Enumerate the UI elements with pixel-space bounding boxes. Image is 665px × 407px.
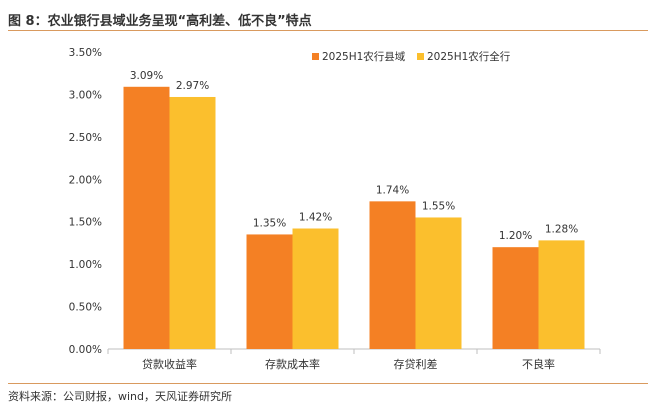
data-label: 2.97% — [176, 80, 209, 92]
y-tick-label: 3.00% — [69, 89, 102, 101]
y-tick-label: 0.50% — [69, 302, 102, 314]
legend-swatch-2 — [417, 53, 424, 60]
legend-label: 2025H1农行全行 — [427, 50, 511, 63]
bar-county-2 — [246, 234, 293, 349]
bar-bank-3 — [415, 217, 462, 349]
x-tick-label: 贷款收益率 — [142, 357, 197, 371]
x-tick-label: 存贷利差 — [394, 357, 438, 371]
data-label: 1.35% — [253, 217, 286, 229]
bar-county-4 — [492, 247, 539, 349]
y-tick-label: 2.50% — [69, 132, 102, 144]
y-tick-label: 3.50% — [69, 47, 102, 59]
bar-county-3 — [369, 201, 416, 349]
bar-county-1 — [123, 86, 170, 349]
data-label: 1.55% — [422, 200, 455, 212]
y-tick-label: 0.00% — [69, 344, 102, 356]
bar-bank-1 — [169, 96, 216, 349]
y-tick-label: 2.00% — [69, 174, 102, 186]
y-tick-label: 1.00% — [69, 259, 102, 271]
figure-source: 资料来源：公司财报，wind，天风证券研究所 — [8, 383, 648, 404]
data-label: 1.74% — [376, 184, 409, 196]
bar-bank-2 — [292, 228, 339, 349]
data-label: 1.42% — [299, 212, 332, 224]
figure-header: 图 8：农业银行县域业务呈现“高利差、低不良”特点 — [8, 8, 648, 31]
y-tick-label: 1.50% — [69, 217, 102, 229]
bar-bank-4 — [538, 240, 585, 349]
x-tick-label: 不良率 — [522, 357, 555, 371]
legend-swatch-1 — [312, 53, 319, 60]
x-tick-label: 存款成本率 — [265, 357, 320, 371]
data-label: 3.09% — [130, 70, 163, 82]
data-label: 1.28% — [545, 223, 578, 235]
legend-label: 2025H1农行县域 — [322, 50, 406, 63]
data-label: 1.20% — [499, 230, 532, 242]
figure-title: 图 8：农业银行县域业务呈现“高利差、低不良”特点 — [8, 14, 312, 29]
